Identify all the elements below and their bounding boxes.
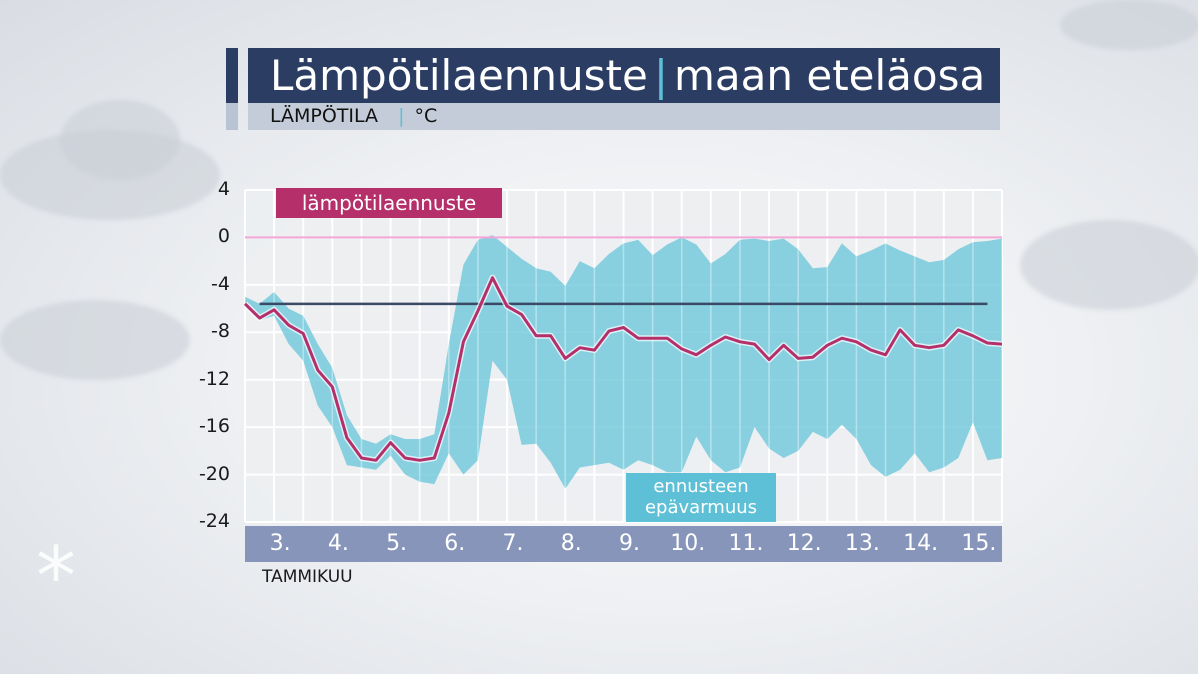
cloud-decoration: [60, 100, 180, 180]
title-separator: |: [653, 51, 668, 100]
cloud-decoration: [1020, 220, 1198, 310]
y-tick-label: -24: [198, 510, 230, 532]
forecast-line: [243, 276, 1003, 462]
forecast-label: lämpötilaennuste: [276, 188, 502, 218]
uncertainty-band: [245, 235, 1002, 489]
unit-label: °C: [414, 105, 438, 127]
x-tick-label: 10.: [670, 531, 706, 556]
uncertainty-label-line: epävarmuus: [644, 497, 758, 518]
y-tick-label: -20: [198, 462, 230, 485]
x-tick-label: 8.: [560, 531, 582, 556]
page-title: Lämpötilaennuste | maan eteläosa: [248, 48, 1000, 103]
x-tick-label: 11.: [728, 531, 764, 556]
uncertainty-label-line: ennusteen: [653, 476, 749, 497]
x-tick-label: 14.: [903, 531, 939, 556]
y-tick-label: -16: [198, 415, 230, 438]
y-tick-label: -8: [211, 320, 230, 343]
y-tick-label: -12: [198, 367, 230, 390]
x-tick-label: 6.: [444, 531, 466, 556]
subtitle-bar: LÄMPÖTILA | °C: [248, 103, 1000, 130]
unit-separator: |: [398, 105, 405, 127]
x-tick-label: 4.: [327, 531, 349, 556]
snowflake-icon: *: [36, 530, 76, 623]
y-tick-label: 4: [217, 178, 230, 200]
title-main: Lämpötilaennuste: [270, 51, 648, 100]
x-tick-label: 12.: [786, 531, 822, 556]
title-region: maan eteläosa: [674, 51, 986, 100]
y-tick-label: 0: [217, 225, 230, 248]
x-tick-label: 15.: [961, 531, 997, 556]
x-tick-label: 5.: [386, 531, 408, 556]
cloud-decoration: [0, 300, 190, 380]
title-decoration: [226, 48, 238, 103]
x-tick-label: 13.: [844, 531, 880, 556]
month-label: TAMMIKUU: [262, 567, 353, 587]
subtitle-label: LÄMPÖTILA: [270, 105, 379, 127]
uncertainty-label: ennusteen epävarmuus: [626, 473, 776, 522]
subtitle-decoration: [226, 103, 238, 130]
x-tick-label: 3.: [269, 531, 291, 556]
x-tick-label: 7.: [502, 531, 524, 556]
cloud-decoration: [1060, 0, 1198, 50]
y-tick-label: -4: [211, 272, 230, 295]
x-tick-label: 9.: [619, 531, 640, 556]
date-axis-bar: 3. 4. 5. 6. 7. 8. 9. 10. 11. 12. 13. 14. 15.: [245, 526, 1002, 562]
